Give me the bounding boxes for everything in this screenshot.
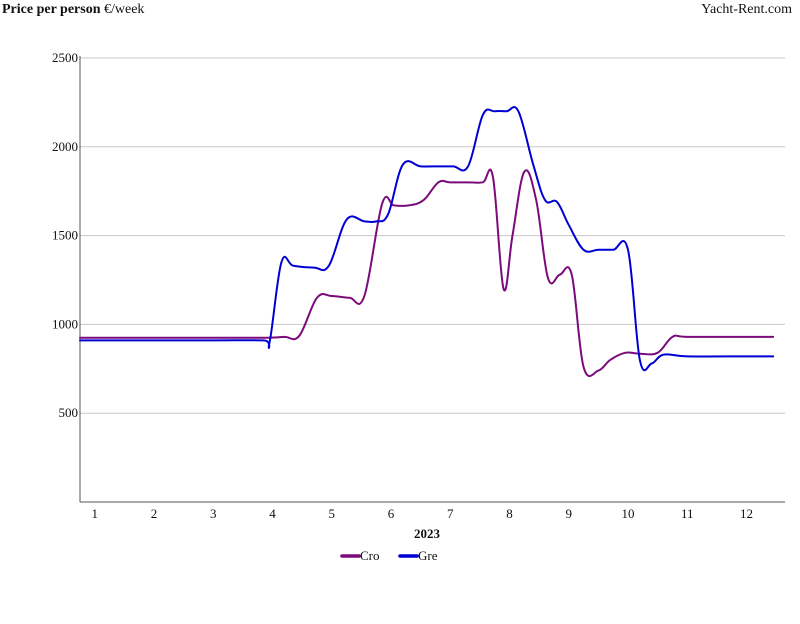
x-tick-label: 8 <box>506 506 513 521</box>
y-tick-label: 2000 <box>52 139 78 154</box>
legend: Cro Gre <box>340 548 438 563</box>
y-axis-title-bold: Price per person <box>2 2 101 17</box>
legend-label-gre: Gre <box>418 548 438 563</box>
x-tick-label: 11 <box>681 506 694 521</box>
y-tick-label: 2500 <box>52 50 78 65</box>
legend-label-cro: Cro <box>360 548 380 563</box>
axes <box>79 56 785 503</box>
x-tick-label: 12 <box>740 506 753 521</box>
series-line-cro <box>79 168 775 378</box>
x-axis-title: 2023 <box>414 526 441 541</box>
x-tick-label: 1 <box>92 506 99 521</box>
x-tick-label: 2 <box>151 506 158 521</box>
series-line-gre <box>79 106 775 372</box>
series-lines <box>79 106 775 378</box>
x-tick-label: 3 <box>210 506 217 521</box>
y-tick-label: 500 <box>59 405 79 420</box>
x-tick-label: 5 <box>329 506 336 521</box>
y-axis-title-unit: €/week <box>100 2 145 17</box>
x-tick-label: 7 <box>447 506 454 521</box>
x-tick-label: 10 <box>622 506 635 521</box>
x-tick-label: 6 <box>388 506 395 521</box>
y-tick-label: 1000 <box>52 316 78 331</box>
y-axis-title: Price per person €/week <box>2 2 144 18</box>
x-tick-labels: 1 2 3 4 5 6 7 8 9 10 11 12 <box>92 506 753 521</box>
grid-lines <box>80 57 785 414</box>
x-tick-label: 4 <box>269 506 276 521</box>
y-tick-labels: 500 1000 1500 2000 2500 <box>52 50 78 420</box>
y-tick-label: 1500 <box>52 228 78 243</box>
brand-label: Yacht-Rent.com <box>701 2 792 17</box>
x-tick-label: 9 <box>566 506 573 521</box>
